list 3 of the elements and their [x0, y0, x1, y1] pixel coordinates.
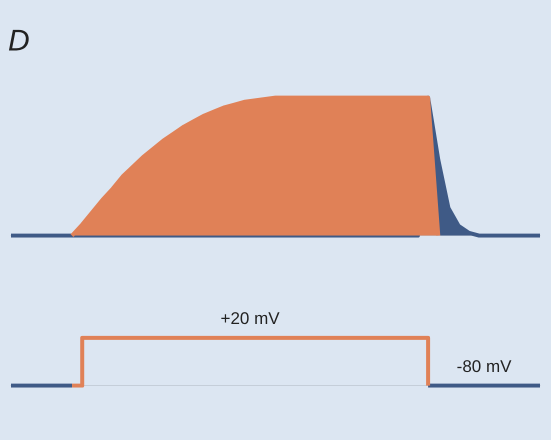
chart-title: D [8, 24, 30, 58]
annotation: -80 mV [456, 356, 512, 376]
annotation: +20 mV [220, 309, 280, 328]
